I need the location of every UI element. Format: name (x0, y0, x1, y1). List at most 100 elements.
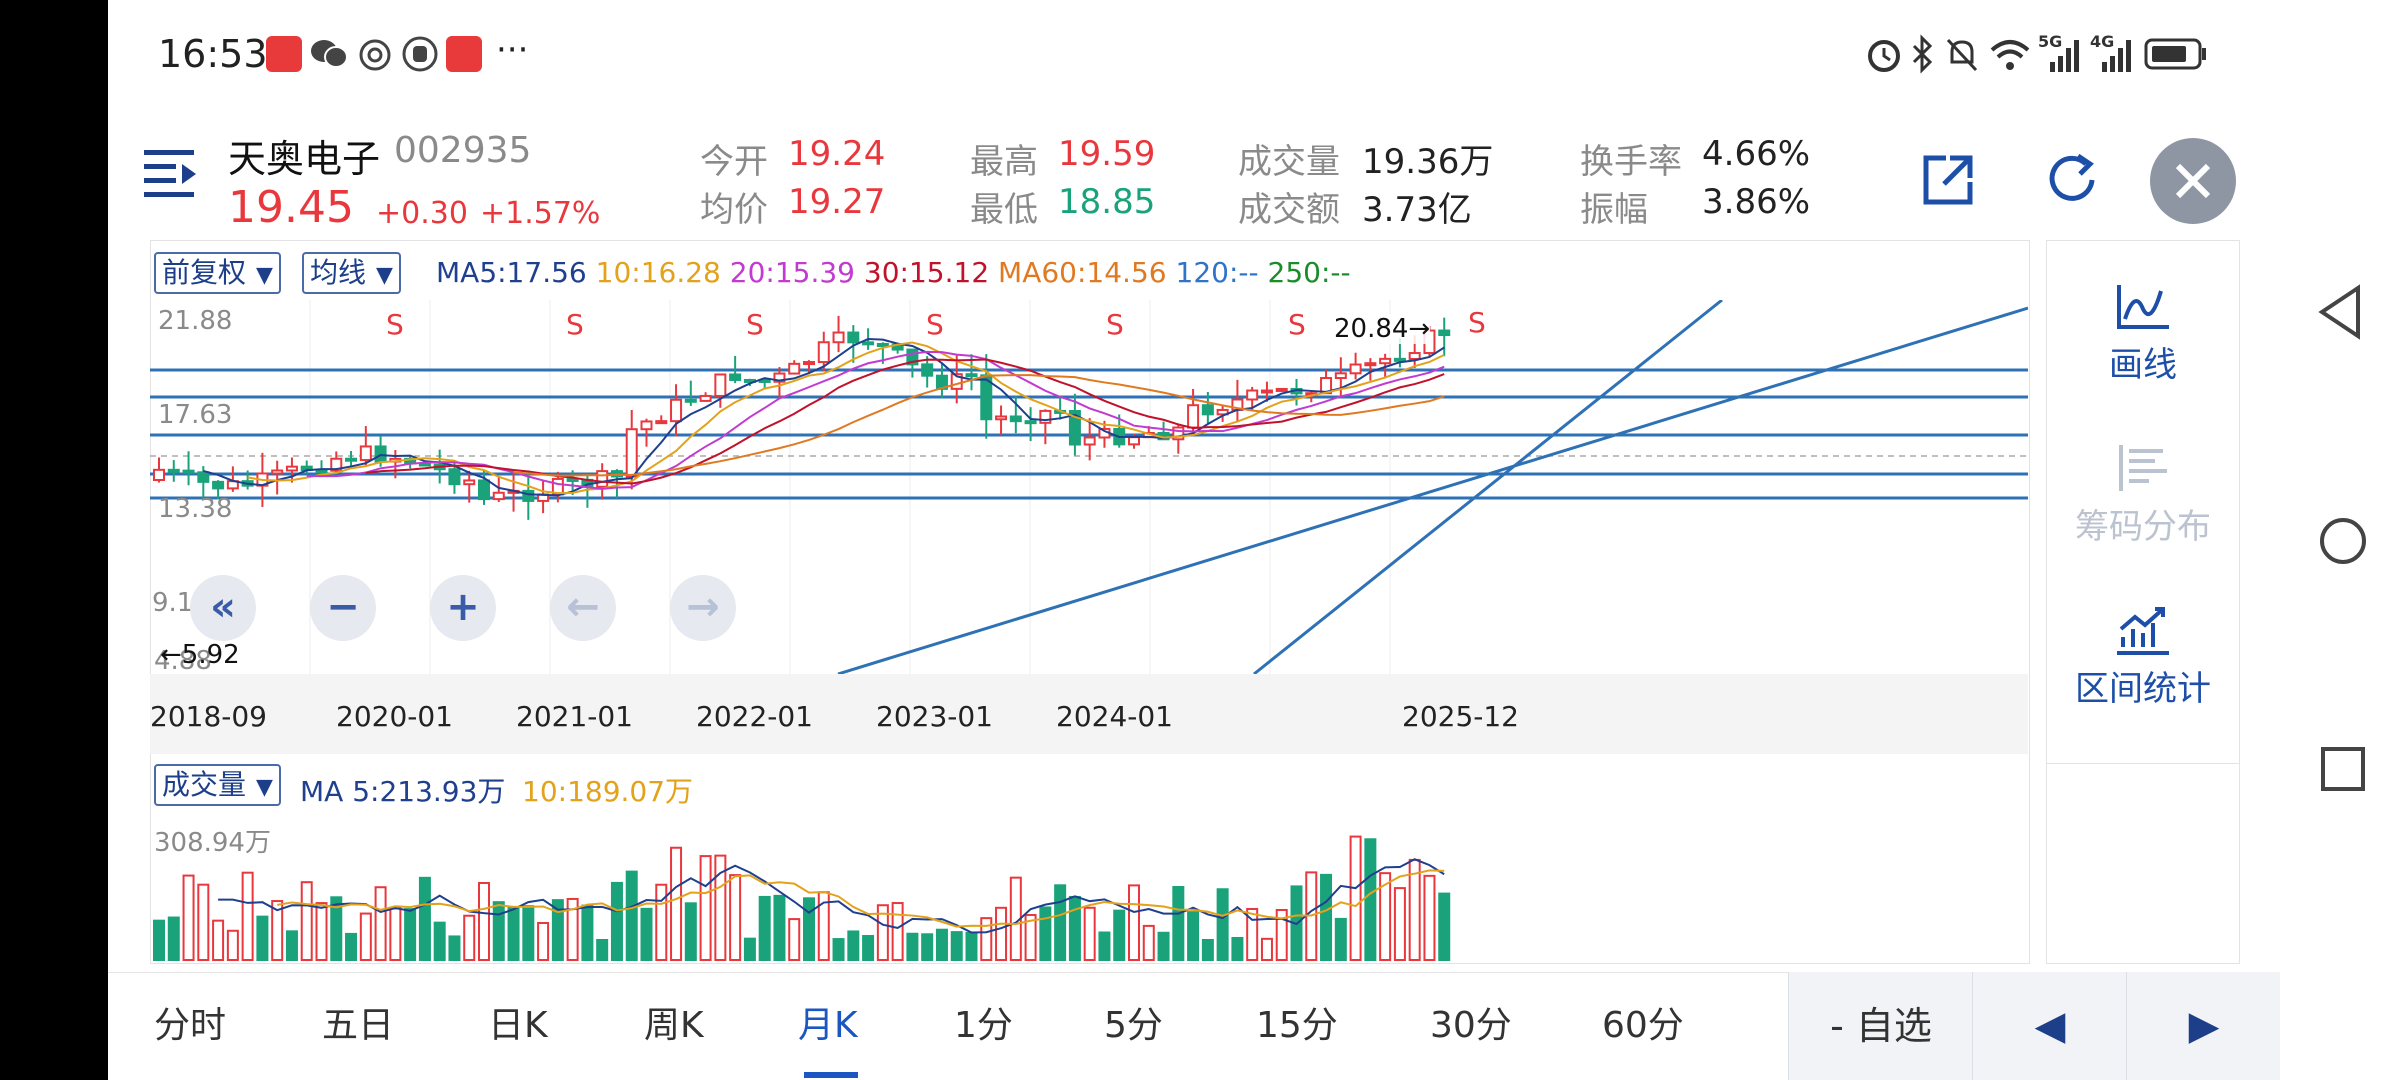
volume-ma-line (277, 869, 1445, 928)
candle-body (1128, 436, 1140, 446)
volume-bar (463, 914, 476, 961)
watchlist-button[interactable]: - 自选 (1788, 972, 1973, 1080)
back-nav-button[interactable] (2316, 284, 2366, 344)
candle-body (315, 469, 328, 474)
tab-monthly[interactable]: 月K (798, 1005, 858, 1046)
candle-body (729, 373, 742, 381)
next-stock-button[interactable]: ▶ (2126, 972, 2280, 1080)
volume-indicator-selector[interactable]: 成交量 ▼ (154, 764, 281, 806)
tab-5min[interactable]: 5分 (1104, 1005, 1163, 1046)
volume-bar (226, 929, 239, 961)
volume-bar (743, 937, 756, 961)
prev-stock-button[interactable]: ◀ (1972, 972, 2127, 1080)
volume-chart[interactable] (150, 800, 2028, 962)
adjust-selector[interactable]: 前复权 ▼ (154, 252, 281, 294)
candle-body (463, 479, 476, 486)
volume-ma5-legend: MA 5:213.93万 (300, 775, 506, 808)
candle-body (1364, 362, 1377, 367)
candle-body (1334, 372, 1347, 380)
side-divider (2047, 763, 2239, 764)
range-stats-icon (2117, 607, 2169, 655)
5g-label: 5G (2038, 32, 2063, 51)
candle-body (640, 420, 653, 431)
indicator-selector[interactable]: 均线 ▼ (302, 252, 401, 294)
volume-bar (640, 907, 653, 961)
avg-label: 均价 (700, 190, 768, 230)
home-nav-button[interactable] (2318, 516, 2368, 570)
refresh-icon[interactable] (2042, 150, 2102, 214)
candle-body (345, 457, 358, 462)
chip-distribution-button[interactable]: 筹码分布 (2047, 441, 2239, 548)
volume-bar (684, 902, 697, 961)
range-stats-button[interactable]: 区间统计 (2047, 603, 2239, 710)
volume-bar (729, 874, 742, 961)
pan-right-button[interactable]: → (670, 575, 736, 641)
candle-body (359, 445, 372, 462)
volume-bar (1083, 906, 1096, 961)
rewind-button[interactable]: « (190, 575, 256, 641)
volume-bar (256, 915, 269, 961)
candle-body (1172, 426, 1185, 441)
min-price-label: ←5.92 (160, 640, 240, 670)
kline-chart[interactable] (150, 300, 2028, 674)
candle-body (271, 469, 284, 475)
chevron-down-icon: ▼ (256, 263, 273, 288)
candle-body (285, 465, 298, 472)
tab-30min[interactable]: 30分 (1430, 1005, 1512, 1046)
recents-nav-button[interactable] (2320, 746, 2366, 796)
volume-indicator-label: 成交量 (162, 768, 247, 801)
volume-bar (330, 896, 343, 961)
volume-value: 19.36万 (1362, 142, 1494, 182)
candle-body (1379, 357, 1392, 365)
tab-intraday[interactable]: 分时 (154, 1005, 227, 1046)
triangle-right-icon: ▶ (2188, 1003, 2220, 1049)
share-icon[interactable] (1920, 152, 1976, 212)
tab-five-day[interactable]: 五日 (322, 1005, 395, 1046)
chip-distribution-icon (2119, 445, 2167, 491)
pan-left-button[interactable]: ← (550, 575, 616, 641)
volume-bar (433, 921, 446, 961)
stock-change: +0.30 (376, 196, 468, 231)
chart-frame (150, 240, 2030, 964)
recents-square-icon (2321, 747, 2365, 791)
volume-bar (1320, 873, 1333, 961)
volume-bar (1216, 888, 1229, 961)
volume-label: 成交量 (1238, 142, 1340, 182)
candle-body (714, 373, 727, 397)
close-button[interactable] (2150, 138, 2236, 224)
volume-bar (404, 908, 417, 961)
high-value: 19.59 (1058, 134, 1156, 174)
volume-bar (1364, 838, 1377, 961)
tab-1min[interactable]: 1分 (954, 1005, 1013, 1046)
tab-60min[interactable]: 60分 (1602, 1005, 1684, 1046)
volume-bar (345, 932, 358, 961)
battery-icon (2144, 38, 2208, 74)
candle-body (492, 491, 505, 501)
tab-daily[interactable]: 日K (488, 1005, 548, 1046)
close-icon (2175, 163, 2211, 199)
volume-bar (507, 906, 520, 961)
candle-body (699, 394, 712, 402)
volume-ma-line (218, 858, 1445, 934)
zoom-out-button[interactable]: − (310, 575, 376, 641)
zoom-in-button[interactable]: + (430, 575, 496, 641)
volume-ma10-legend: 10:189.07万 (522, 775, 694, 808)
draw-line-button[interactable]: 画线 (2047, 279, 2239, 386)
5g-signal-icon: 5G (2038, 32, 2084, 78)
low-label: 最低 (970, 190, 1038, 230)
hand-icon (402, 36, 438, 76)
tab-weekly[interactable]: 周K (644, 1005, 704, 1046)
candle-body (655, 420, 668, 425)
tab-15min[interactable]: 15分 (1256, 1005, 1338, 1046)
volume-bar (182, 874, 195, 961)
candle-body (566, 477, 579, 482)
x-label: 2023-01 (876, 700, 993, 733)
candle-body (167, 468, 180, 473)
more-dots-icon: ··· (496, 30, 529, 70)
4g-signal-icon: 4G (2090, 32, 2136, 78)
volume-max-label: 308.94万 (154, 828, 271, 858)
volume-bar (1113, 909, 1126, 961)
volume-bar (1246, 907, 1259, 962)
list-menu-icon[interactable] (142, 148, 200, 204)
volume-bar (300, 881, 313, 961)
